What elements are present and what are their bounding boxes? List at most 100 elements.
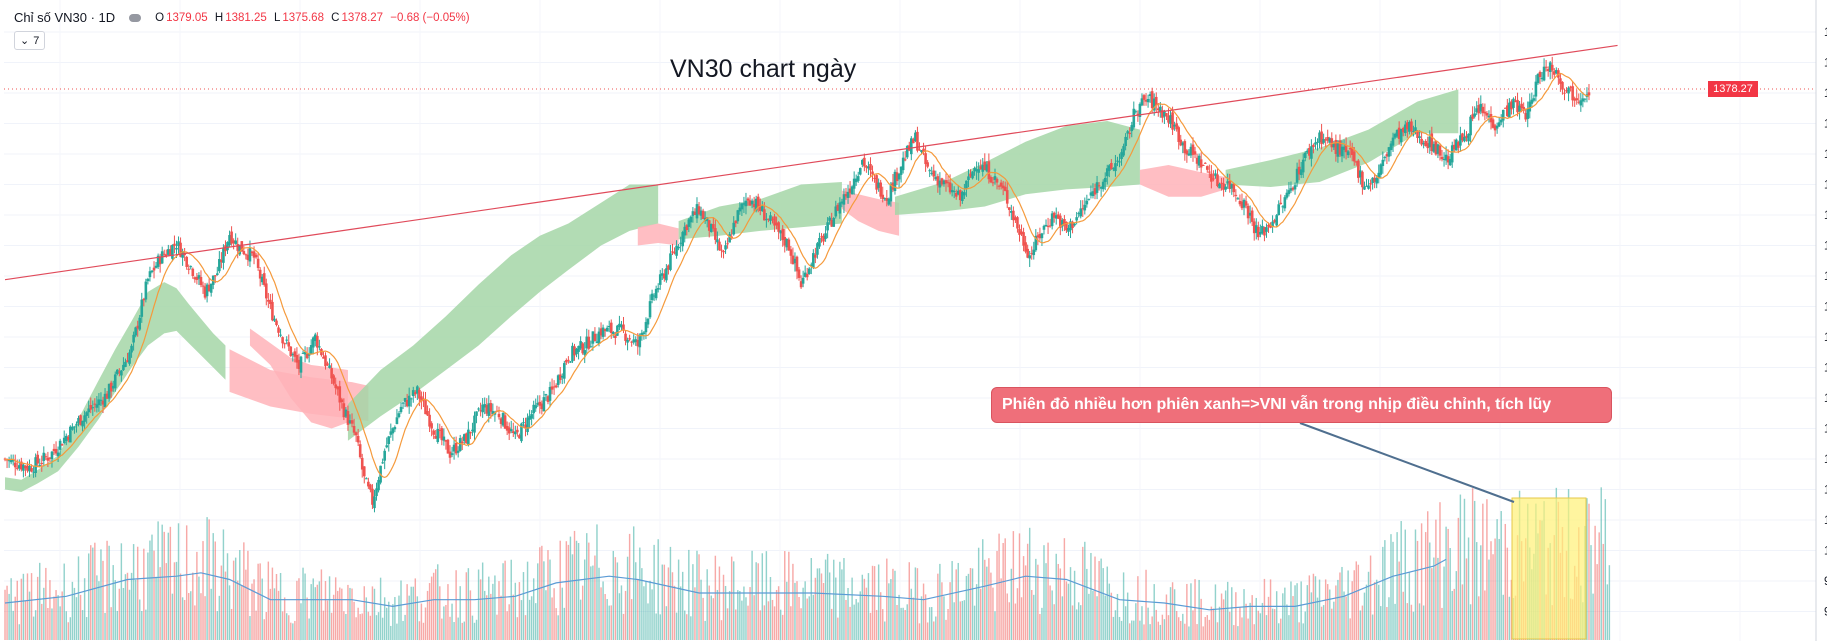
candle-body [262, 273, 266, 285]
volume-bar [49, 580, 51, 640]
candle-body [462, 434, 466, 441]
volume-bar [1502, 594, 1504, 640]
candle-body [1140, 98, 1144, 106]
indicators-toggle-button[interactable]: ⌄ 7 [14, 31, 46, 50]
candle-body [634, 339, 638, 343]
candle-body [1173, 124, 1176, 127]
candle-body [1444, 154, 1448, 161]
candle-body [1434, 140, 1438, 155]
volume-bar [130, 572, 133, 640]
candle-body [1177, 127, 1181, 142]
volume-bar [375, 615, 378, 640]
candle-body [77, 418, 80, 424]
candle-body [626, 339, 629, 343]
candle-body [409, 398, 413, 400]
candle-body [1475, 108, 1479, 113]
volume-bar [847, 587, 849, 640]
candle-body [191, 268, 195, 277]
candle-body [1144, 100, 1148, 102]
volume-bar [1247, 618, 1249, 640]
candle-body [1575, 98, 1579, 101]
volume-bar [1263, 578, 1266, 640]
volume-bar [394, 597, 396, 640]
volume-bar [1147, 607, 1149, 640]
candle-body [1061, 220, 1064, 227]
volume-bar [1222, 599, 1225, 640]
price-axis[interactable]: 1425.001400.001375.001350.001325.001300.… [1815, 0, 1827, 641]
volume-bar [526, 561, 529, 640]
candle-body [501, 413, 505, 426]
volume-bar [220, 565, 223, 640]
candle-body [1244, 201, 1248, 206]
highlight-box[interactable] [1511, 497, 1587, 640]
volume-bar [569, 536, 572, 640]
candle-body [269, 299, 272, 305]
volume-bar [194, 605, 196, 640]
candle-body [295, 354, 299, 363]
candle-body [1401, 128, 1405, 133]
y-tick-label: 1000.00 [1824, 546, 1827, 558]
volume-bar [1055, 553, 1057, 640]
volume-bar [753, 595, 755, 640]
volume-bar [1026, 543, 1029, 640]
volume-bar [812, 594, 815, 640]
candle-body [66, 436, 70, 440]
candlesticks[interactable] [3, 56, 1591, 513]
candle-body [1012, 210, 1015, 221]
volume-bar [990, 572, 992, 640]
candle-body [42, 452, 46, 461]
volume-bar [1273, 609, 1276, 640]
volume-bar [163, 531, 165, 640]
volume-bar [790, 606, 792, 640]
volume-bar [434, 569, 437, 640]
volume-bar [43, 587, 45, 640]
candle-body [656, 288, 660, 290]
candle-body [734, 220, 738, 224]
candle-body [618, 323, 621, 327]
candle-body [1148, 94, 1152, 97]
candle-body [307, 354, 311, 356]
volume-bar [126, 572, 129, 640]
candle-body [1546, 69, 1550, 72]
candle-body [226, 242, 229, 251]
volume-bar [318, 581, 321, 640]
volume-bar [730, 556, 733, 640]
volume-bar [55, 590, 57, 640]
volume-bar [1316, 597, 1319, 640]
y-tick-label: 1175.00 [1824, 332, 1827, 344]
volume-bar [581, 585, 584, 640]
volume-bar [810, 558, 813, 640]
candle-body [1193, 151, 1197, 155]
candle-body [587, 336, 591, 349]
candle-body [1361, 171, 1364, 188]
volume-bar [428, 583, 431, 640]
volume-bar [277, 590, 280, 640]
volume-bar [192, 572, 194, 640]
candle-body [671, 251, 674, 253]
volume-bar [300, 603, 302, 640]
annotation-callout[interactable]: Phiên đỏ nhiều hơn phiên xanh=>VNI vẫn t… [991, 387, 1612, 423]
candle-body [250, 251, 254, 254]
candle-body [83, 415, 86, 422]
volume-bar [283, 597, 286, 640]
candle-body [660, 273, 664, 276]
candle-body [779, 230, 782, 234]
candle-body [803, 272, 807, 277]
volume-bar [1404, 529, 1406, 640]
symbol-name[interactable]: Chỉ số VN30 · 1D [14, 10, 116, 25]
volume-bar [1473, 500, 1476, 640]
candle-body [1138, 103, 1142, 118]
volume-bar [1590, 545, 1592, 640]
volume-bar [1447, 528, 1449, 640]
candle-body [677, 246, 680, 249]
volume-bar [1116, 593, 1119, 640]
candle-body [1171, 112, 1174, 130]
y-tick-label: 1150.00 [1824, 363, 1827, 375]
volume-bar [641, 568, 643, 640]
candle-body [399, 406, 403, 413]
candle-body [1181, 142, 1185, 146]
trendline[interactable] [4, 44, 1618, 281]
candle-body [1442, 159, 1446, 161]
volume-bar [553, 588, 555, 640]
